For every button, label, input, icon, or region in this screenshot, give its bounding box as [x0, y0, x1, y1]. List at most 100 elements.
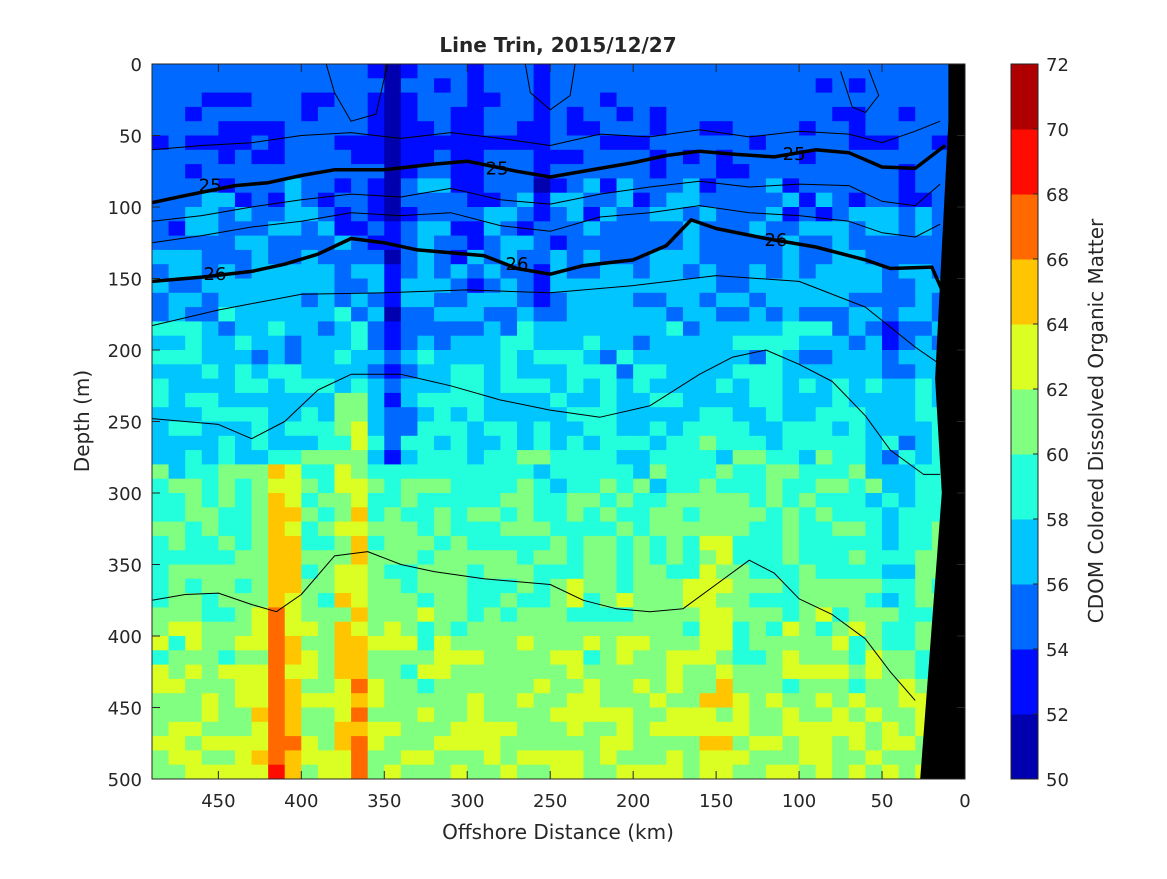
heatmap-cell	[566, 721, 584, 737]
heatmap-cell	[517, 507, 535, 523]
heatmap-cell	[865, 493, 883, 508]
heatmap-cell	[533, 636, 551, 651]
heatmap-cell	[417, 421, 435, 437]
heatmap-cell	[152, 678, 170, 694]
heatmap-cell	[633, 607, 651, 623]
heatmap-cell	[317, 149, 336, 165]
heatmap-cell	[434, 149, 452, 165]
heatmap-cell	[168, 78, 186, 94]
heatmap-cell	[882, 421, 900, 437]
heatmap-cell	[583, 249, 601, 265]
heatmap-cell	[268, 493, 286, 508]
heatmap-cell	[765, 721, 784, 737]
heatmap-cell	[682, 121, 701, 137]
heatmap-cell	[616, 264, 634, 280]
heatmap-cell	[732, 450, 750, 465]
heatmap-cell	[566, 607, 584, 623]
heatmap-cell	[483, 392, 502, 408]
heatmap-cell	[915, 593, 933, 608]
heatmap-cell	[915, 335, 933, 351]
heatmap-cell	[284, 521, 302, 537]
heatmap-cell	[268, 550, 286, 566]
heatmap-cell	[765, 335, 784, 351]
heatmap-cell	[301, 78, 319, 94]
heatmap-cell	[483, 564, 502, 580]
heatmap-cell	[434, 650, 452, 666]
heatmap-cell	[517, 121, 535, 137]
heatmap-cell	[500, 307, 518, 322]
heatmap-cell	[185, 106, 203, 122]
heatmap-cell	[334, 478, 352, 494]
heatmap-cell	[782, 378, 800, 394]
heatmap-cell	[782, 493, 800, 508]
heatmap-cell	[483, 235, 502, 251]
heatmap-cell	[616, 693, 634, 709]
heatmap-cell	[566, 493, 584, 508]
y-tick-label: 500	[108, 770, 142, 791]
heatmap-cell	[500, 678, 518, 694]
heatmap-cell	[550, 278, 568, 294]
heatmap-cell	[815, 78, 833, 94]
heatmap-cell	[450, 521, 468, 537]
density-contours	[152, 64, 947, 701]
heatmap-cell	[633, 478, 651, 494]
heatmap-cell	[317, 178, 336, 194]
heatmap-cell	[384, 249, 402, 265]
heatmap-cell	[201, 721, 219, 737]
heatmap-cell	[848, 578, 867, 594]
heatmap-cell	[848, 636, 867, 651]
heatmap-cell	[218, 335, 236, 351]
heatmap-cell	[434, 678, 452, 694]
x-axis-label: Offshore Distance (km)	[442, 820, 674, 844]
heatmap-cell	[268, 678, 286, 694]
heatmap-cell	[168, 736, 186, 751]
heatmap-cell	[749, 92, 767, 108]
heatmap-cell	[732, 164, 750, 179]
heatmap-cell	[168, 106, 186, 122]
heatmap-cell	[168, 207, 186, 222]
heatmap-cell	[284, 78, 302, 94]
heatmap-cell	[417, 464, 435, 480]
heatmap-cell	[915, 392, 933, 408]
heatmap-cell	[782, 121, 800, 137]
heatmap-cell	[450, 364, 468, 380]
heatmap-cell	[815, 135, 833, 151]
heatmap-cell	[732, 564, 750, 580]
heatmap-cell	[483, 707, 502, 723]
heatmap-cell	[384, 464, 402, 480]
heatmap-cell	[201, 693, 219, 709]
heatmap-cell	[417, 149, 435, 165]
heatmap-cell	[848, 264, 867, 280]
heatmap-cell	[417, 764, 435, 779]
heatmap-cell	[732, 421, 750, 437]
heatmap-cell	[351, 249, 369, 265]
heatmap-cell	[848, 307, 867, 322]
y-tick-label: 150	[108, 270, 142, 291]
heatmap-cell	[550, 550, 568, 566]
heatmap-cell	[152, 464, 170, 480]
heatmap-cell	[583, 178, 601, 194]
heatmap-cell	[815, 392, 833, 408]
heatmap-cell	[898, 450, 916, 465]
heatmap-cell	[152, 550, 170, 566]
heatmap-cell	[483, 149, 502, 165]
heatmap-cell	[649, 378, 667, 394]
heatmap-cell	[317, 207, 336, 222]
heatmap-cell	[666, 693, 684, 709]
heatmap-cell	[434, 378, 452, 394]
heatmap-cell	[417, 736, 435, 751]
heatmap-cell	[251, 550, 269, 566]
heatmap-cell	[251, 435, 269, 451]
heatmap-cell	[699, 550, 717, 566]
heatmap-cell	[616, 750, 634, 766]
heatmap-cell	[815, 521, 833, 537]
heatmap-cell	[732, 135, 750, 151]
heatmap-cell	[583, 264, 601, 280]
heatmap-cell	[384, 678, 402, 694]
heatmap-cell	[467, 593, 485, 608]
heatmap-cell	[417, 135, 435, 151]
heatmap-cell	[152, 64, 170, 79]
heatmap-cell	[633, 264, 651, 280]
heatmap-cell	[682, 407, 701, 423]
heatmap-cell	[633, 292, 651, 308]
